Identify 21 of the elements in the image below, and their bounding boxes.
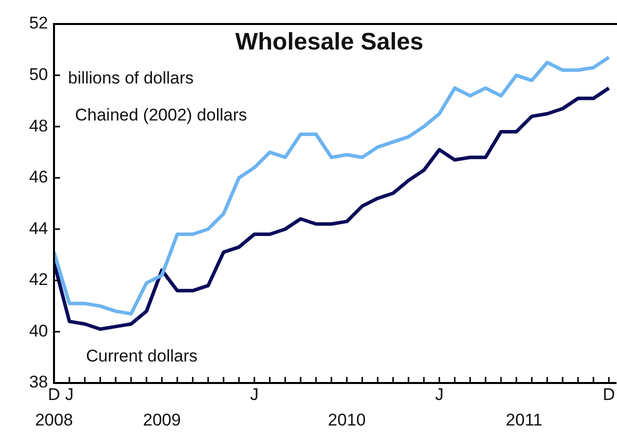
text: 2011 [506, 410, 542, 430]
text: 2008 [35, 410, 73, 430]
y-tick-label: 42 [29, 270, 48, 290]
x-tick-label: J [65, 384, 74, 404]
y-tick-label: 48 [29, 116, 48, 136]
y-tick-label: 38 [29, 372, 48, 392]
y-tick-label: 46 [29, 168, 48, 187]
x-tick-label: J [435, 384, 444, 404]
text: 2009 [142, 410, 181, 430]
y-tick-label: 40 [29, 321, 48, 340]
y-axis-title: billions of dollars [68, 68, 194, 88]
x-tick-label: J [250, 384, 259, 404]
y-tick-label: 52 [29, 14, 48, 33]
text: Chained (2002) dollars [75, 106, 247, 125]
text: 2010 [328, 410, 366, 430]
y-tick-label: 50 [29, 64, 48, 84]
x-tick-label: D [48, 384, 60, 404]
series-label: Current dollars [86, 346, 198, 366]
x-tick-label: D [602, 384, 615, 404]
chart-title: Wholesale Sales [235, 28, 424, 56]
y-tick-label: 44 [29, 218, 48, 238]
